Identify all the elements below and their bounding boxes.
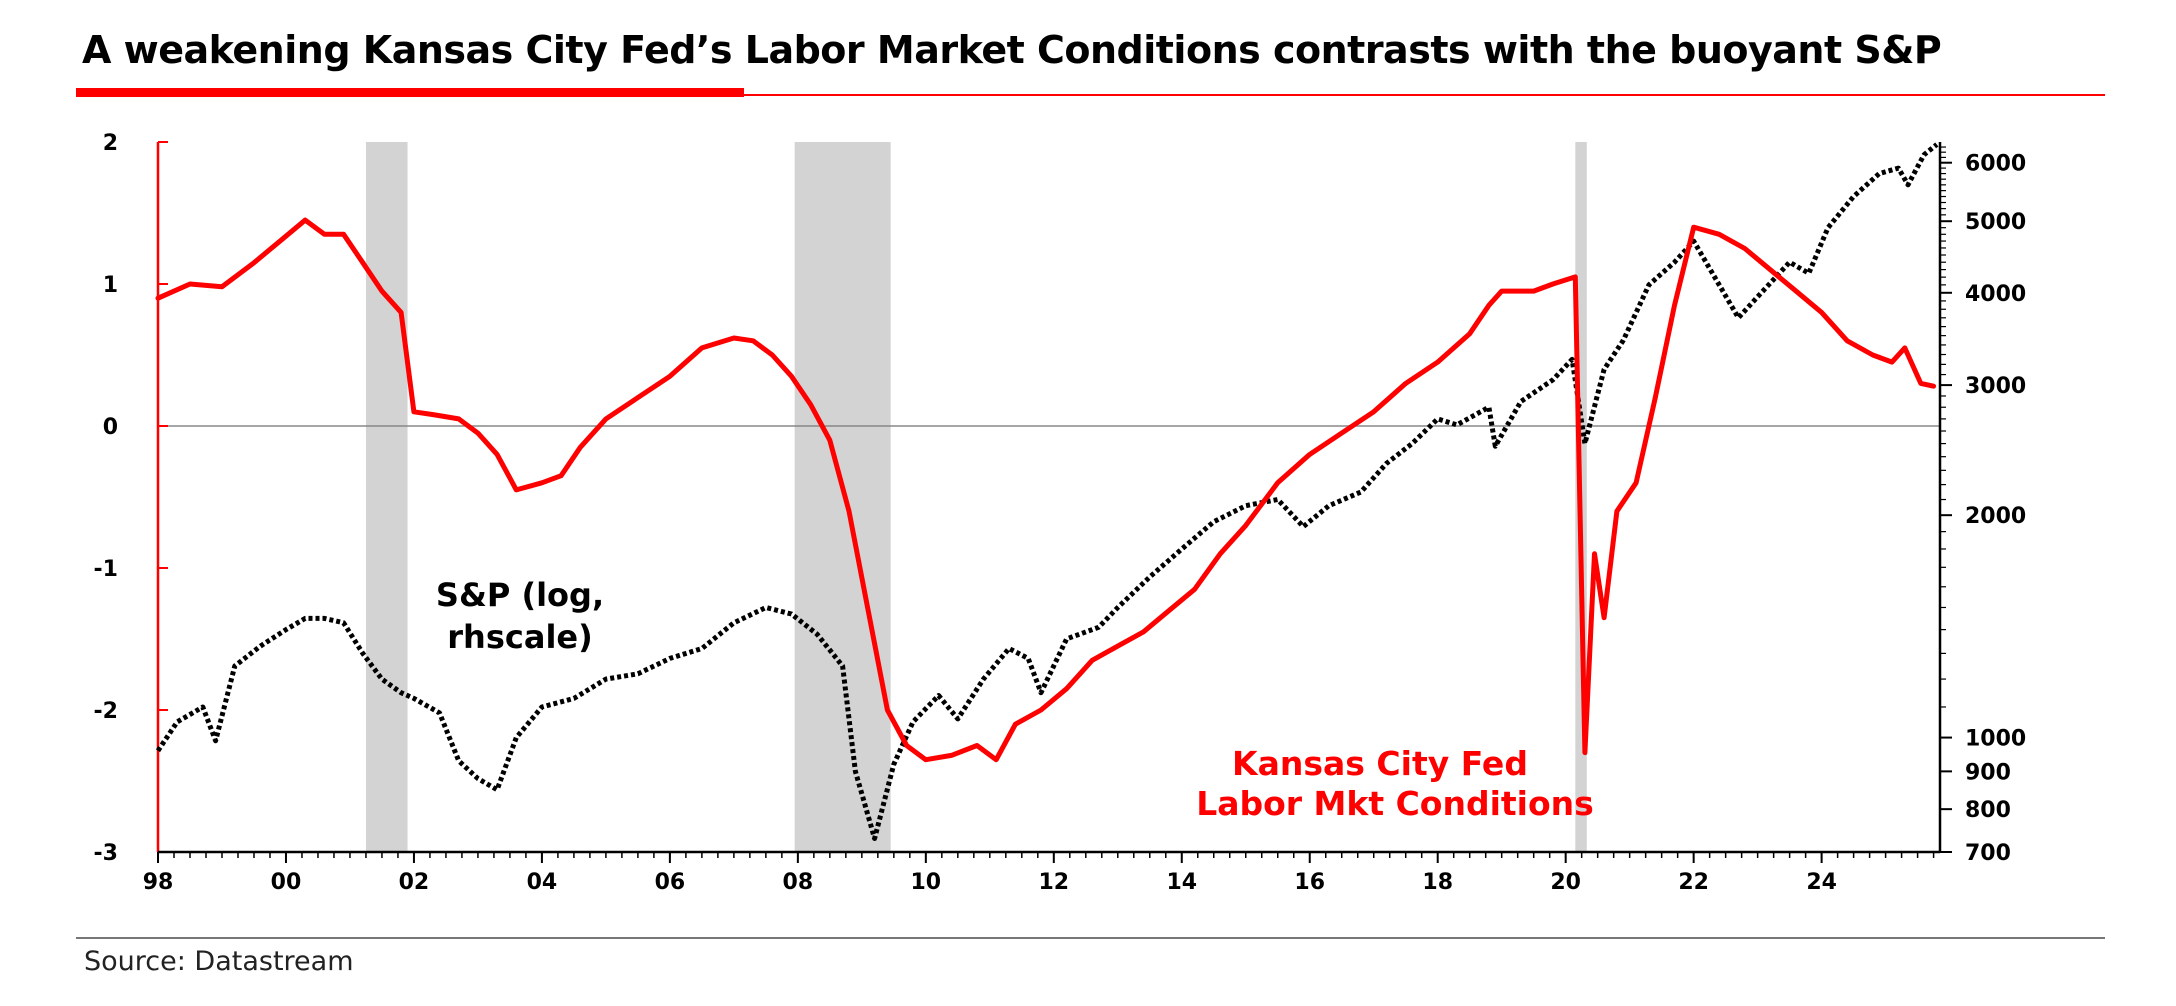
left-tick-label-0: 2 — [103, 131, 118, 156]
x-tick-label-9: 16 — [1294, 870, 1325, 895]
x-tick-label-2: 02 — [399, 870, 430, 895]
x-tick-label-10: 18 — [1422, 870, 1453, 895]
x-tick-label-3: 04 — [527, 870, 558, 895]
source-note: Source: Datastream — [84, 946, 354, 977]
x-tick-label-12: 22 — [1678, 870, 1709, 895]
x-tick-label-5: 08 — [783, 870, 814, 895]
x-tick-label-13: 24 — [1806, 870, 1837, 895]
left-tick-label-4: -2 — [94, 699, 118, 724]
right-tick-label-7: 800 — [1965, 798, 2011, 823]
left-tick-label-3: -1 — [94, 557, 118, 582]
sp-series-label-line2: rhscale) — [447, 618, 592, 656]
right-tick-label-8: 700 — [1965, 841, 2011, 866]
right-tick-label-0: 6000 — [1965, 152, 2026, 177]
sp500-line — [155, 142, 1939, 841]
x-tick-label-0: 98 — [143, 870, 174, 895]
title-rules — [76, 88, 2105, 939]
x-tick-label-7: 12 — [1038, 870, 1069, 895]
chart-series — [155, 142, 1939, 841]
x-tick-label-6: 10 — [911, 870, 942, 895]
right-tick-label-6: 900 — [1965, 760, 2011, 785]
chart-title: A weakening Kansas City Fed’s Labor Mark… — [82, 28, 1942, 72]
left-tick-label-5: -3 — [94, 841, 118, 866]
recession-band-1 — [365, 142, 408, 852]
left-tick-label-2: 0 — [103, 415, 118, 440]
kc-fed-lmci-line — [155, 217, 1937, 763]
title-rule-thick — [76, 88, 744, 97]
left-tick-label-1: 1 — [103, 273, 118, 298]
right-tick-label-2: 4000 — [1965, 282, 2026, 307]
sp-series-label-line1: S&P (log, — [436, 576, 604, 614]
x-tick-label-4: 06 — [655, 870, 686, 895]
chart-axes: 210-1-2-398 00 02 04 06 08 10 12 14 16 18 20 22 24600… — [94, 131, 2027, 895]
right-tick-label-3: 3000 — [1965, 374, 2026, 399]
right-tick-label-1: 5000 — [1965, 210, 2026, 235]
right-tick-label-5: 1000 — [1965, 727, 2026, 752]
x-tick-label-11: 20 — [1550, 870, 1581, 895]
x-tick-label-8: 14 — [1166, 870, 1197, 895]
kc-series-label-line2: Labor Mkt Conditions — [1196, 784, 1594, 823]
x-tick-label-1: 00 — [271, 870, 302, 895]
right-tick-label-4: 2000 — [1965, 504, 2026, 529]
kc-series-label-line1: Kansas City Fed — [1232, 744, 1528, 783]
